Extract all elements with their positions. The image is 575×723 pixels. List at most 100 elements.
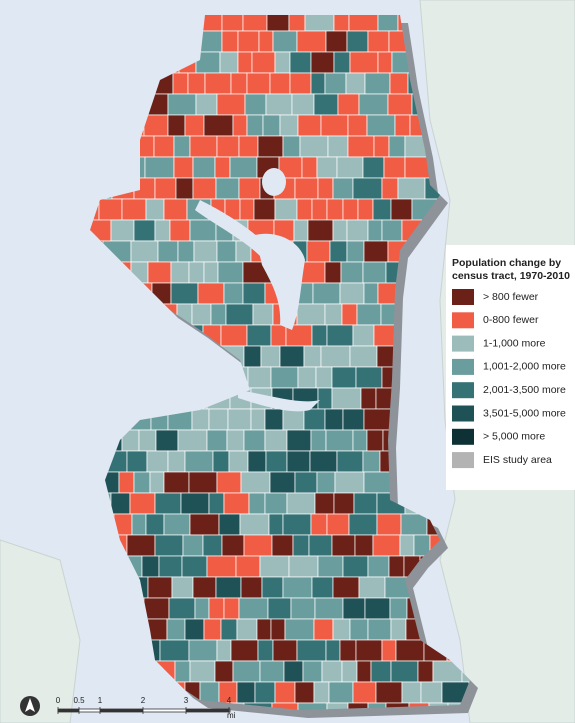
tract [320, 114, 349, 137]
tract [301, 156, 318, 179]
tract [325, 30, 348, 53]
tract [390, 660, 419, 683]
scale-label: 0 [56, 696, 61, 705]
tract [221, 534, 245, 557]
tract [223, 597, 240, 620]
tract [188, 471, 218, 494]
tract [197, 282, 225, 305]
tract [189, 135, 218, 158]
tract [420, 681, 443, 704]
tract [397, 177, 426, 200]
tract [181, 555, 208, 578]
tract [219, 51, 239, 74]
tract [334, 471, 365, 494]
scale-bar: 0 0.5 1 2 3 4 mi [56, 696, 236, 720]
tract [236, 618, 258, 641]
tract [311, 198, 328, 221]
tract [286, 450, 311, 473]
tract [358, 576, 386, 599]
tract [261, 576, 284, 599]
tract [294, 177, 319, 200]
tract [159, 639, 190, 662]
tract [292, 534, 310, 557]
tract [149, 471, 165, 494]
legend-title: Population change by [452, 257, 561, 269]
tract [346, 240, 365, 263]
tract [265, 450, 288, 473]
tract [336, 450, 364, 473]
tract [239, 513, 270, 536]
tract [246, 324, 272, 347]
tract [310, 513, 328, 536]
tract [286, 429, 312, 452]
tract [202, 534, 223, 557]
tract [189, 660, 216, 683]
tract [353, 492, 378, 515]
tract [352, 177, 383, 200]
tract [279, 114, 299, 137]
tract [259, 555, 290, 578]
west-shore [0, 539, 81, 723]
scale-label: 1 [98, 696, 103, 705]
tract [258, 30, 274, 53]
tract [352, 681, 377, 704]
green-lake [262, 168, 286, 196]
lake-union [255, 233, 305, 330]
tract [184, 450, 214, 473]
tract [262, 114, 281, 137]
tract [366, 114, 396, 137]
legend-swatch [452, 452, 474, 469]
tract [324, 408, 344, 431]
tract [145, 513, 165, 536]
tract [264, 408, 284, 431]
tract [346, 30, 369, 53]
tract [192, 156, 216, 179]
tract [362, 261, 387, 284]
tract [296, 30, 327, 53]
tract [271, 702, 299, 710]
tract [144, 156, 175, 179]
tract [212, 450, 230, 473]
tract [206, 555, 237, 578]
tract [260, 345, 281, 368]
tract [331, 366, 357, 389]
tract [349, 51, 379, 74]
legend-swatch [452, 335, 474, 352]
scale-unit: mi [227, 711, 236, 720]
tract [279, 345, 305, 368]
tract [341, 660, 358, 683]
tract [294, 471, 318, 494]
tract [342, 408, 365, 431]
scale-label: 0.5 [73, 696, 85, 705]
tract [327, 135, 349, 158]
tract [332, 576, 360, 599]
tract [175, 177, 194, 200]
tract [166, 618, 186, 641]
tract [184, 618, 205, 641]
tract [239, 198, 255, 221]
tract [367, 555, 390, 578]
tract [143, 597, 170, 620]
tract [373, 135, 390, 158]
tract [252, 303, 274, 326]
tract [214, 660, 234, 683]
tract [312, 282, 341, 305]
tract [309, 450, 338, 473]
tract [168, 597, 196, 620]
tract [133, 471, 151, 494]
tract [314, 492, 335, 515]
legend-swatch [452, 382, 474, 399]
tract [154, 534, 184, 557]
tract [317, 177, 334, 200]
tract [315, 366, 333, 389]
tract [203, 261, 219, 284]
scale-label: 3 [184, 696, 189, 705]
tract [203, 114, 234, 137]
tract [288, 555, 319, 578]
tract [347, 114, 368, 137]
tract [192, 576, 217, 599]
tract [293, 219, 309, 242]
tract [177, 429, 208, 452]
tract [193, 240, 218, 263]
